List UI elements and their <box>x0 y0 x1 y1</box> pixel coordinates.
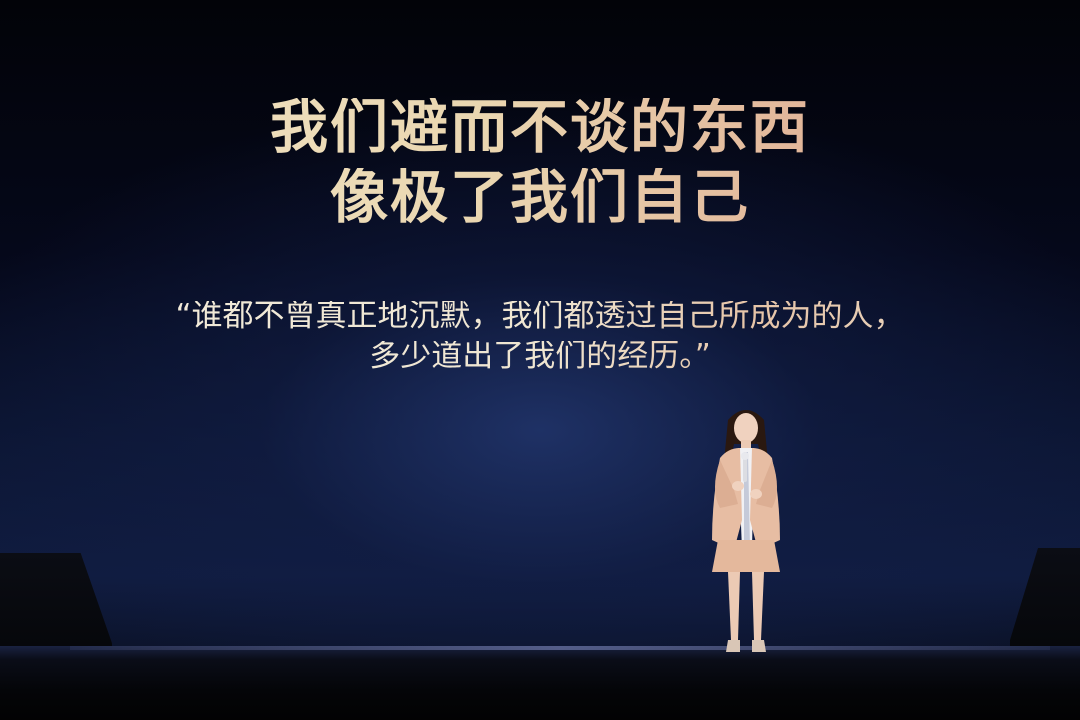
presenter-illustration <box>712 410 780 652</box>
slide-quote-line-1: “谁都不曾真正地沉默，我们都透过自己所成为的人， <box>0 301 1080 332</box>
slide-headline-line-1: 我们避而不谈的东西 <box>0 98 1080 156</box>
stage-floor <box>0 646 1080 720</box>
slide-headline-line-2: 像极了我们自己 <box>0 168 1080 226</box>
slide-quote-line-2: 多少道出了我们的经历。” <box>0 341 1080 372</box>
presenter-figure <box>698 400 794 662</box>
stage-edge-light <box>70 646 1050 650</box>
projection-screen: 我们避而不谈的东西 像极了我们自己 “谁都不曾真正地沉默，我们都透过自己所成为的… <box>0 98 1080 372</box>
